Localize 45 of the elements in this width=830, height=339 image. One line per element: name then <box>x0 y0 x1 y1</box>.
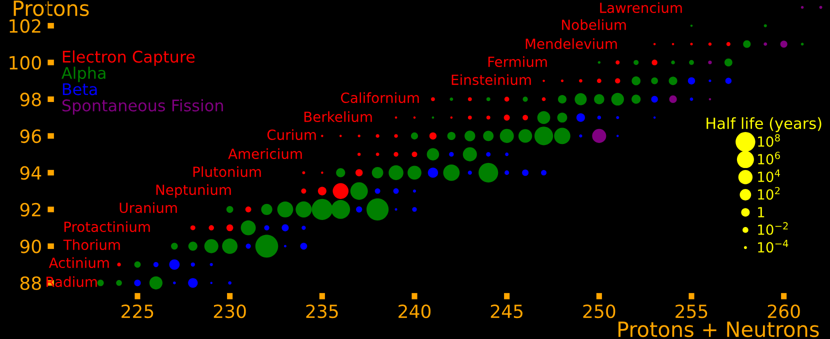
x-tick-label: 235 <box>306 304 338 318</box>
y-tick-label: 102 <box>10 19 40 33</box>
annotation: Nobelium <box>562 19 626 30</box>
annotation: Actinium <box>48 257 109 268</box>
legend-label: 10$^{4}$ <box>758 170 780 182</box>
text: Alpha <box>62 66 106 82</box>
annotation: Mendelevium <box>526 38 617 50</box>
x-tick-label: 240 <box>398 304 431 318</box>
legend-label: 10$^{−2}$ <box>758 222 788 235</box>
annotation: Curium <box>267 129 316 140</box>
annotation: Fermium <box>488 56 547 68</box>
legend-label: 10$^{8}$ <box>758 134 780 147</box>
x-axis-title: Protons + Neutrons <box>618 322 819 338</box>
x-tick-label: 260 <box>768 304 800 318</box>
text: Spontaneous Fission <box>62 99 223 115</box>
annotation: Thorium <box>63 239 120 250</box>
annotation: Plutonium <box>193 166 261 178</box>
x-tick-label: 245 <box>490 304 522 318</box>
y-tick-label: 90 <box>20 240 41 254</box>
y-axis-title: Protons <box>14 0 89 16</box>
x-tick-label: 250 <box>583 304 616 318</box>
annotation: Americium <box>228 148 302 160</box>
y-tick-label: 92 <box>20 202 40 217</box>
legend-label: 10$^{−4}$ <box>758 240 788 253</box>
text: Beta <box>62 83 97 96</box>
y-tick-label: 94 <box>20 166 42 180</box>
y-tick-label: 96 <box>20 129 41 144</box>
x-tick-label: 225 <box>122 304 154 318</box>
annotation: Neptunium <box>156 184 231 198</box>
legend-label: 10$^{2}$ <box>758 186 780 200</box>
x-tick-label: 230 <box>214 304 246 318</box>
annotation: Einsteinium <box>452 74 531 86</box>
annotation: Lawrencium <box>600 2 682 14</box>
annotation: Protactinium <box>64 221 150 232</box>
text: Electron Capture <box>62 50 195 66</box>
y-tick-label: 88 <box>20 276 41 290</box>
legend-label: 10$^{6}$ <box>758 152 780 164</box>
x-tick-label: 255 <box>676 304 708 318</box>
annotation: Uranium <box>120 202 177 214</box>
annotation: Californium <box>341 92 419 104</box>
legend-title: Half life (years) <box>706 117 822 132</box>
y-tick-label: 98 <box>20 92 41 106</box>
annotation: Berkelium <box>304 111 372 122</box>
legend-label: 1 <box>758 207 764 218</box>
y-tick-label: 100 <box>10 56 41 70</box>
